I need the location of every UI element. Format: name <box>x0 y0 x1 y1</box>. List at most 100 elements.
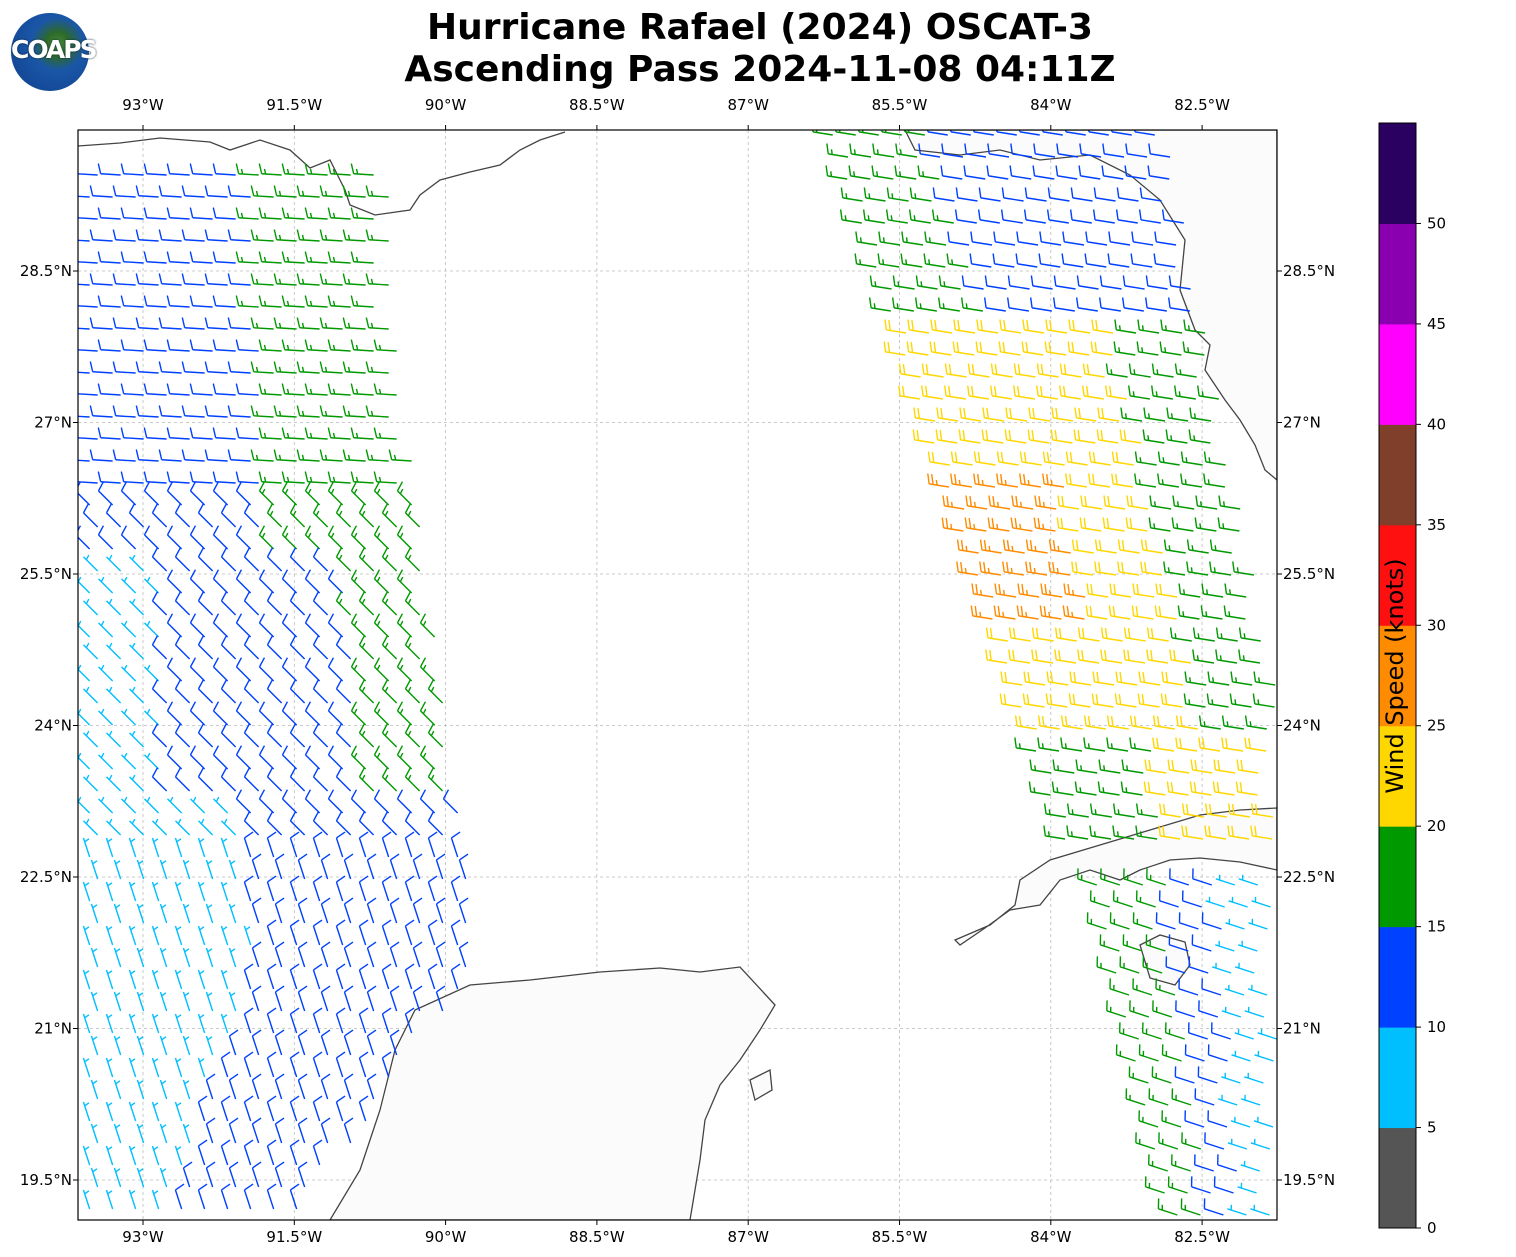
wind-barb <box>136 1167 145 1188</box>
wind-barb <box>1001 187 1024 202</box>
wind-barb <box>427 723 444 748</box>
wind-barb <box>1237 1182 1257 1194</box>
wind-barb <box>1174 1066 1195 1084</box>
wind-barb <box>1114 319 1137 334</box>
wind-barb <box>319 449 343 462</box>
wind-barb <box>1163 539 1186 554</box>
wind-barb <box>1024 187 1047 202</box>
wind-barb <box>136 947 145 968</box>
wind-barb <box>1128 385 1150 400</box>
wind-barb <box>204 229 228 242</box>
wind-barb <box>1100 649 1123 664</box>
wind-barb <box>877 253 900 268</box>
wind-barb <box>289 1095 300 1122</box>
wind-barb <box>950 473 973 488</box>
wind-barb <box>1096 956 1117 974</box>
wind-barb <box>358 1095 369 1122</box>
wind-barb <box>320 941 331 968</box>
lon-tick-label: 93°W <box>122 1228 164 1246</box>
wind-barb <box>1198 737 1221 752</box>
wind-barb <box>1116 187 1139 202</box>
wind-barb <box>350 471 374 484</box>
wind-barb <box>166 251 190 264</box>
wind-barb <box>97 525 114 550</box>
wind-barb <box>365 449 389 462</box>
wind-barb <box>953 319 976 334</box>
wind-barb <box>189 207 213 220</box>
wind-barb <box>458 897 469 924</box>
wind-barb <box>243 1051 254 1078</box>
wind-barb <box>1033 143 1056 158</box>
wind-barb <box>166 427 190 440</box>
wind-barb <box>1044 341 1067 356</box>
wind-barb <box>981 429 1004 444</box>
wind-barb <box>1232 561 1255 576</box>
wind-barb <box>174 1101 183 1122</box>
wind-barb <box>327 471 351 484</box>
wind-barb <box>89 361 113 374</box>
wind-barb <box>389 985 400 1012</box>
wind-barb <box>120 481 137 506</box>
wind-barb <box>335 831 346 858</box>
wind-barb <box>381 591 398 616</box>
wind-barb <box>97 207 121 220</box>
wind-barb <box>97 295 121 308</box>
wind-barb <box>128 837 137 858</box>
wind-barb <box>304 295 328 308</box>
wind-barb <box>166 481 183 506</box>
wind-barb <box>404 1007 415 1034</box>
wind-barb <box>1092 209 1115 224</box>
wind-barb <box>258 207 282 220</box>
wind-barb <box>319 229 343 242</box>
wind-barb <box>970 605 993 620</box>
wind-barb <box>1016 605 1039 620</box>
wind-barb <box>166 207 190 220</box>
wind-barb <box>1002 539 1025 554</box>
wind-barb <box>404 811 421 836</box>
wind-barb <box>304 789 321 814</box>
wind-barb <box>82 730 99 748</box>
wind-barb <box>212 471 236 484</box>
wind-barb <box>197 591 214 616</box>
wind-barb <box>159 1123 168 1144</box>
wind-barb <box>373 789 390 814</box>
wind-barb <box>128 969 137 990</box>
wind-barb <box>1014 737 1037 752</box>
wind-barb <box>189 657 206 682</box>
wind-barb <box>1203 451 1226 466</box>
wind-barb <box>212 745 229 770</box>
wind-barb <box>1153 253 1176 268</box>
lon-tick-label: 88.5°W <box>569 1228 625 1246</box>
wind-barb <box>212 657 229 682</box>
wind-barb <box>304 613 321 638</box>
wind-barb <box>986 165 1009 180</box>
wind-barb <box>350 339 374 352</box>
wind-barb <box>1008 649 1031 664</box>
wind-barb <box>396 613 413 638</box>
wind-barb <box>273 361 297 374</box>
wind-barb <box>281 251 305 264</box>
wind-barb <box>151 969 160 990</box>
wind-barb <box>266 963 277 990</box>
wind-barb <box>212 251 236 264</box>
wind-barb <box>105 686 122 704</box>
colorbar-tick-label: 20 <box>1427 817 1446 835</box>
wind-barb <box>1039 605 1062 620</box>
logo-text: COAPS <box>11 35 98 64</box>
wind-barb <box>258 613 275 638</box>
wind-barb <box>1240 1094 1261 1106</box>
wind-barb <box>373 383 397 396</box>
wind-barb <box>220 925 229 946</box>
wind-barb <box>89 185 113 198</box>
wind-barb <box>281 295 305 308</box>
wind-barb <box>281 163 305 176</box>
wind-barb <box>1025 539 1048 554</box>
wind-barb <box>251 941 262 968</box>
wind-barb <box>78 415 90 418</box>
wind-barb <box>1091 693 1114 708</box>
wind-barb <box>1100 627 1123 642</box>
wind-barb <box>166 701 183 726</box>
wind-barb <box>136 859 145 880</box>
wind-barb <box>289 635 306 660</box>
wind-barb <box>197 818 214 836</box>
